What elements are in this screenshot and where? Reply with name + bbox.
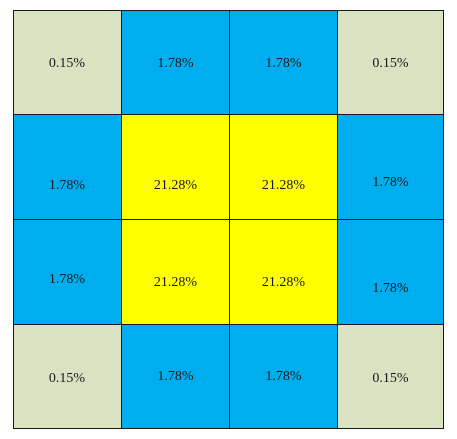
cell-percentage-label: 21.28%: [153, 275, 198, 290]
grid-cell-edge-r1c2: 1.78%: [122, 10, 230, 115]
cell-percentage-label: 1.78%: [372, 175, 409, 190]
cell-percentage-label: 0.15%: [48, 56, 86, 71]
cell-percentage-label: 0.15%: [372, 56, 409, 71]
probability-grid: 0.15% 1.78% 1.78% 0.15% 1.78% 21.28% 21.28% 1.7…: [13, 10, 444, 429]
cell-percentage-label: 1.78%: [265, 56, 302, 71]
cell-percentage-label: 21.28%: [261, 275, 306, 290]
cell-percentage-label: 0.15%: [48, 371, 86, 386]
grid-cell-center-r3c3: 21.28%: [230, 220, 338, 325]
cell-percentage-label: 0.15%: [372, 371, 409, 386]
grid-cell-center-r3c2: 21.28%: [122, 220, 230, 325]
grid-cell-center-r2c2: 21.28%: [122, 115, 230, 220]
grid-cell-edge-r4c2: 1.78%: [122, 325, 230, 429]
cell-percentage-label: 1.78%: [157, 56, 194, 71]
cell-percentage-label: 21.28%: [261, 178, 306, 193]
grid-cell-edge-r3c1: 1.78%: [13, 220, 122, 325]
cell-percentage-label: 1.78%: [372, 281, 409, 296]
cell-percentage-label: 1.78%: [157, 369, 194, 384]
grid-cell-corner-r1c4: 0.15%: [338, 10, 444, 115]
grid-cell-corner-r4c1: 0.15%: [13, 325, 122, 429]
cell-percentage-label: 1.78%: [48, 272, 86, 287]
grid-cell-edge-r2c1: 1.78%: [13, 115, 122, 220]
grid-cell-edge-r3c4: 1.78%: [338, 220, 444, 325]
grid-cell-center-r2c3: 21.28%: [230, 115, 338, 220]
cell-percentage-label: 1.78%: [48, 178, 86, 193]
grid-cell-corner-r1c1: 0.15%: [13, 10, 122, 115]
grid-cell-edge-r4c3: 1.78%: [230, 325, 338, 429]
grid-cell-corner-r4c4: 0.15%: [338, 325, 444, 429]
grid-cell-edge-r1c3: 1.78%: [230, 10, 338, 115]
cell-percentage-label: 1.78%: [265, 369, 302, 384]
grid-cell-edge-r2c4: 1.78%: [338, 115, 444, 220]
cell-percentage-label: 21.28%: [153, 178, 198, 193]
